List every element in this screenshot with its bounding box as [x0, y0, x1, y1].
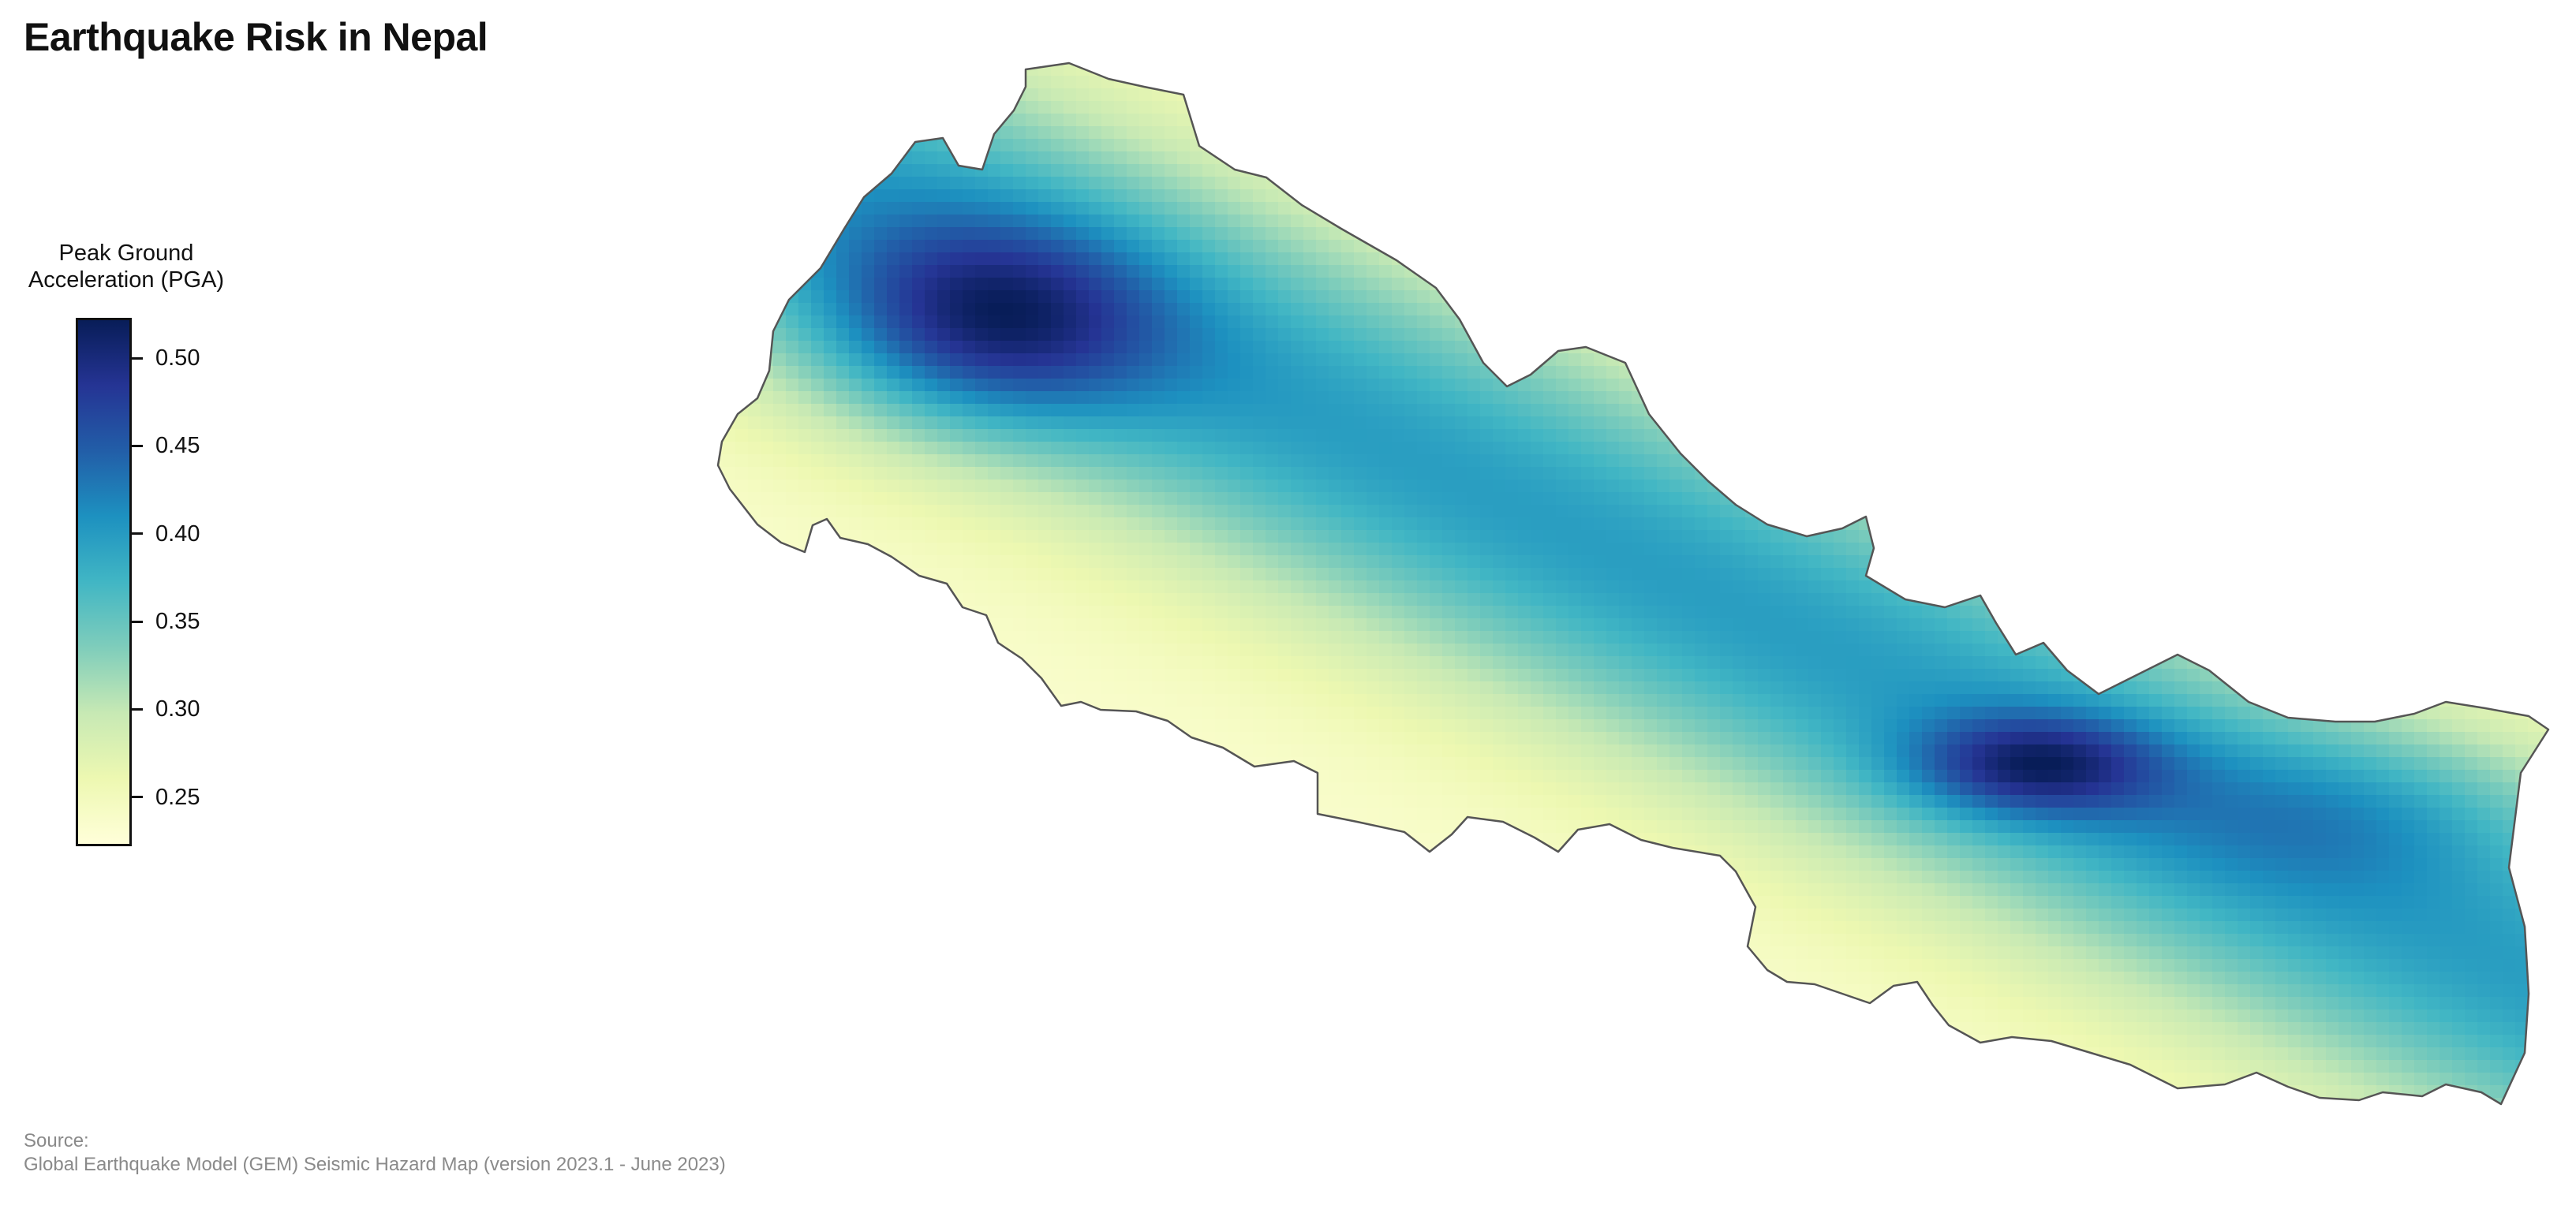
legend-colorbar	[76, 318, 132, 846]
source-note: Source: Global Earthquake Model (GEM) Se…	[24, 1129, 726, 1177]
tick-mark	[132, 620, 143, 623]
tick-label: 0.35	[155, 609, 200, 635]
source-text: Global Earthquake Model (GEM) Seismic Ha…	[24, 1154, 726, 1175]
tick-label: 0.40	[155, 521, 200, 547]
tick-mark	[132, 444, 143, 447]
nepal-border	[716, 62, 2550, 1106]
tick-mark	[132, 796, 143, 799]
source-label: Source:	[24, 1130, 89, 1151]
tick-label: 0.25	[155, 784, 200, 810]
map-title: Earthquake Risk in Nepal	[24, 15, 488, 59]
tick-mark	[132, 532, 143, 536]
legend-title-line1: Peak Ground	[58, 241, 194, 266]
tick-label: 0.45	[155, 433, 200, 459]
tick-mark	[132, 707, 143, 711]
tick-label: 0.30	[155, 696, 200, 722]
legend-ticks: 0.50 0.45 0.40 0.35 0.30 0.25	[132, 318, 226, 846]
legend-title: Peak Ground Acceleration (PGA)	[8, 240, 245, 293]
legend-title-line2: Acceleration (PGA)	[28, 267, 225, 293]
pga-heatmap	[718, 63, 2548, 1104]
tick-mark	[132, 356, 143, 360]
tick-label: 0.50	[155, 345, 200, 371]
